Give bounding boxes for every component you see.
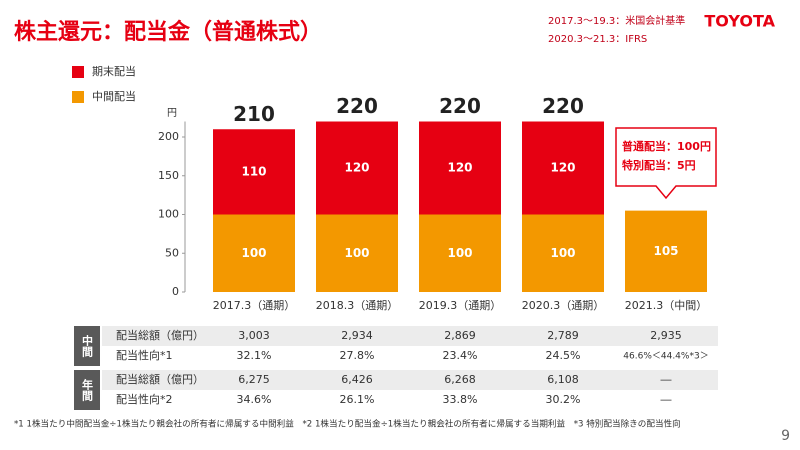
legend-label: 期末配当: [92, 64, 136, 78]
table-cell: 2,935: [650, 329, 682, 342]
annotation-text: 普通配当：100円: [622, 139, 711, 153]
legend-swatch: [72, 91, 84, 103]
bar-value-label: 100: [447, 246, 472, 260]
y-tick-label: 150: [158, 169, 179, 182]
table-cell: 23.4%: [443, 349, 478, 362]
y-unit: 円: [167, 108, 177, 119]
accounting-note: 2020.3～21.3：IFRS: [548, 34, 647, 45]
table-cell: 2,934: [341, 329, 373, 342]
table-cell: 24.5%: [546, 349, 581, 362]
bar-value-label: 110: [241, 164, 266, 178]
total-label: 210: [233, 102, 275, 126]
table-cell: 6,268: [444, 373, 476, 386]
table-cell: 6,275: [238, 373, 270, 386]
table-cell: 6,426: [341, 373, 373, 386]
y-tick-label: 200: [158, 130, 179, 143]
bar-value-label: 100: [550, 246, 575, 260]
bar-segment: [213, 129, 295, 215]
bar-value-label: 105: [653, 244, 678, 258]
x-tick-label: 2017.3（通期）: [213, 299, 296, 312]
table-cell: 2,869: [444, 329, 476, 342]
table-cell: 33.8%: [443, 393, 478, 406]
bar-value-label: 100: [241, 246, 266, 260]
legend-label: 中間配当: [92, 89, 136, 103]
row-header: 配当総額（億円）: [116, 372, 204, 386]
bar-segment: [419, 121, 501, 215]
x-tick-label: 2020.3（通期）: [522, 299, 605, 312]
table-cell: 30.2%: [546, 393, 581, 406]
bar-segment: [522, 214, 604, 292]
row-header: 配当性向*1: [116, 348, 173, 362]
group-cell: [74, 370, 100, 410]
group-label: 年間: [81, 378, 94, 402]
bar-segment: [316, 214, 398, 292]
table-cell: ―: [661, 373, 672, 386]
total-label: 220: [439, 94, 481, 118]
legend-swatch: [72, 66, 84, 78]
bar-value-label: 120: [447, 161, 472, 175]
page-number: 9: [781, 428, 790, 444]
table-cell: 6,108: [547, 373, 579, 386]
bar-value-label: 120: [550, 161, 575, 175]
bar-segment: [213, 214, 295, 292]
bar-value-label: 100: [344, 246, 369, 260]
x-tick-label: 2018.3（通期）: [316, 299, 399, 312]
y-tick-label: 50: [165, 246, 179, 259]
logo: TOYOTA: [704, 12, 775, 31]
table-cell: 34.6%: [237, 393, 272, 406]
table-cell: 27.8%: [340, 349, 375, 362]
total-label: 220: [336, 94, 378, 118]
x-tick-label: 2021.3（中間）: [625, 299, 708, 312]
table-cell: 26.1%: [340, 393, 375, 406]
table-cell: 32.1%: [237, 349, 272, 362]
accounting-note: 2017.3～19.3：米国会計基準: [548, 14, 685, 27]
bar-segment: [419, 214, 501, 292]
group-label: 中間: [81, 334, 94, 358]
table-cell: ―: [661, 393, 672, 406]
annotation-text: 特別配当：5円: [622, 158, 696, 172]
row-header: 配当性向*2: [116, 392, 173, 406]
bar-segment: [522, 121, 604, 215]
y-tick-label: 100: [158, 208, 179, 221]
table-cell: 46.6%＜44.4%*3＞: [623, 352, 708, 362]
bar-segment: [316, 121, 398, 215]
annotation-box: [615, 127, 717, 200]
x-tick-label: 2019.3（通期）: [419, 299, 502, 312]
row-header: 配当総額（億円）: [116, 328, 204, 342]
footnote: *1 1株当たり中間配当金÷1株当たり親会社の所有者に帰属する中間利益 *2 1…: [14, 418, 681, 430]
table-row-bg: [102, 326, 718, 346]
bar-value-label: 120: [344, 161, 369, 175]
bar-segment: [625, 210, 707, 292]
table-row-bg: [102, 370, 718, 390]
total-label: 220: [542, 94, 584, 118]
slide-title: 株主還元：配当金（普通株式）: [14, 19, 322, 45]
table-cell: 3,003: [238, 329, 270, 342]
table-cell: 2,789: [547, 329, 579, 342]
group-cell: [74, 326, 100, 366]
y-tick-label: 0: [172, 285, 179, 298]
